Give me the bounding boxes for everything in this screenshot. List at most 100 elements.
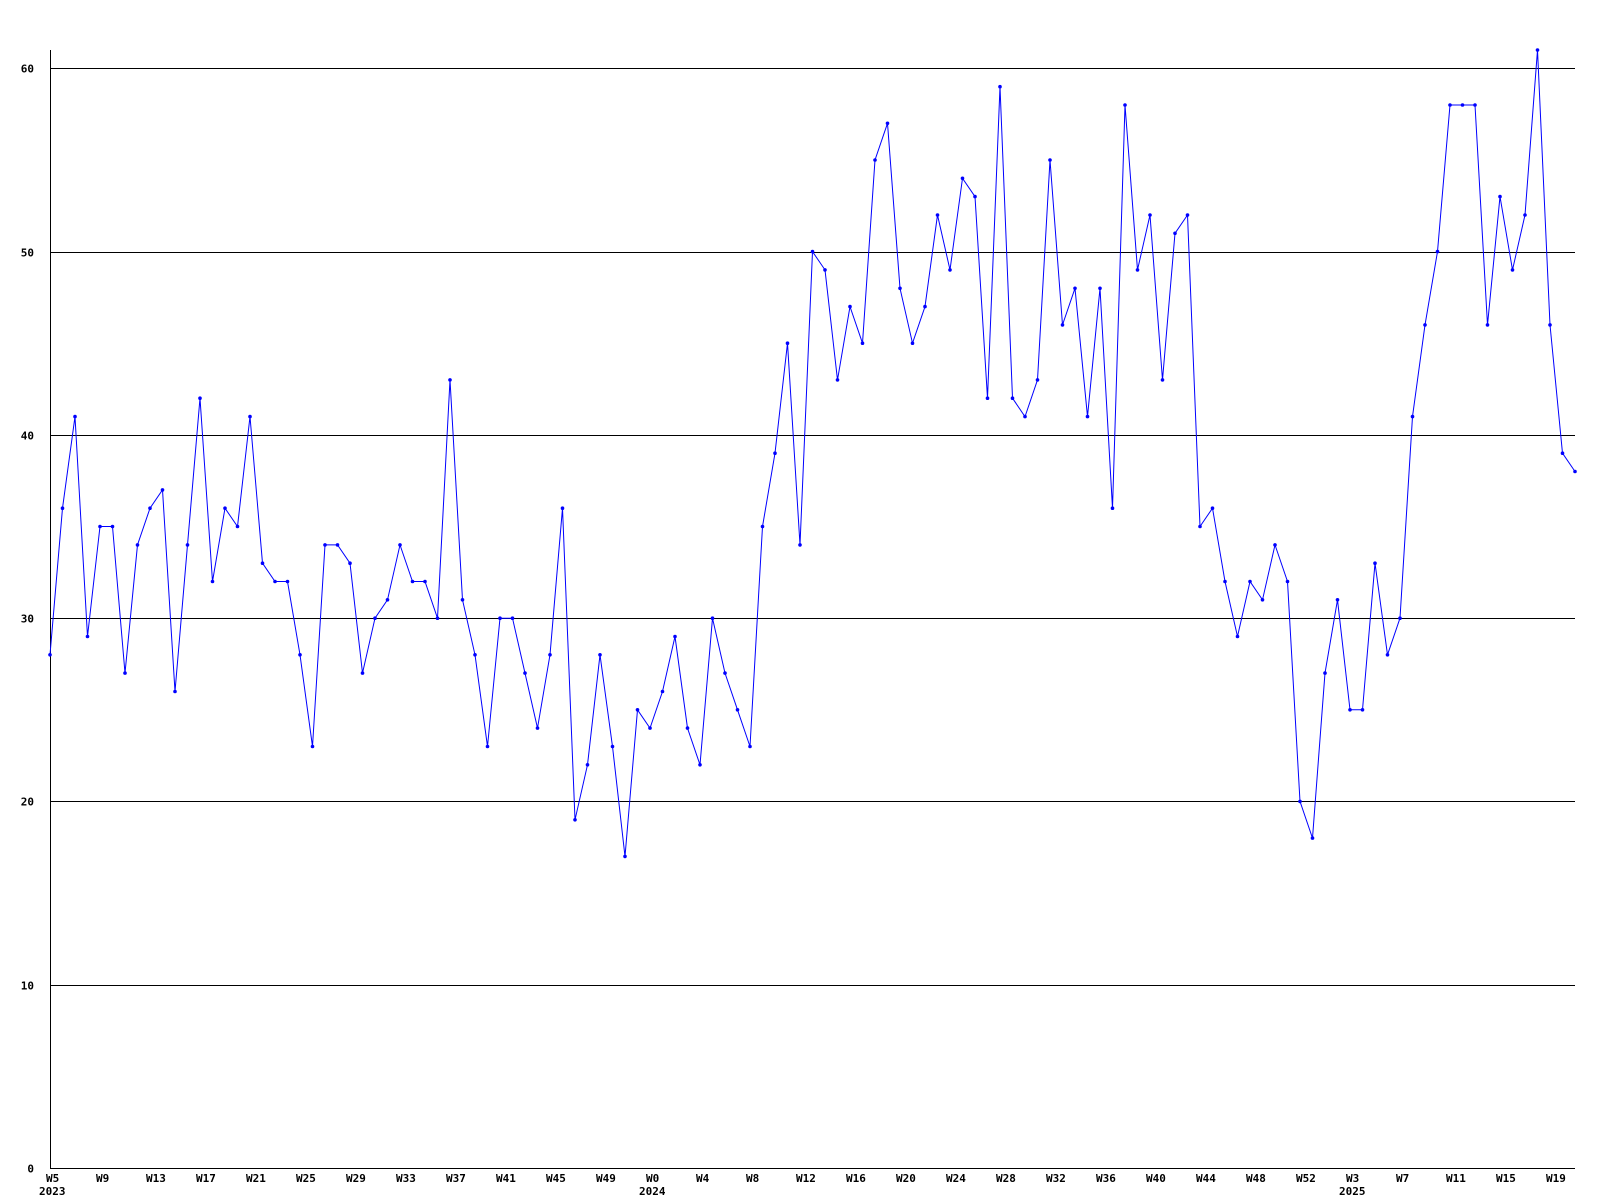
x-tick-label-W3: W3	[1346, 1172, 1359, 1185]
data-point	[535, 726, 540, 730]
data-point	[435, 616, 440, 620]
data-point	[623, 854, 627, 859]
x-tick-label-W48: W48	[1246, 1172, 1266, 1185]
x-tick-label-W32: W32	[1046, 1172, 1066, 1185]
data-point	[560, 506, 565, 511]
data-point	[948, 268, 952, 272]
data-point	[1523, 213, 1527, 217]
data-point	[573, 818, 577, 822]
data-point	[998, 84, 1002, 89]
data-point	[285, 579, 290, 584]
x-tick-label-W17: W17	[196, 1172, 216, 1185]
y-tick-label-20: 20	[21, 796, 34, 809]
x-tick-label-W11: W11	[1446, 1172, 1466, 1185]
data-point	[1060, 323, 1065, 327]
data-point	[173, 689, 177, 694]
series-line	[49, 49, 1576, 857]
data-point	[1210, 506, 1215, 511]
x-year-label-2024: 2024	[639, 1185, 666, 1198]
x-tick-label-W29: W29	[346, 1172, 366, 1185]
data-point	[1235, 634, 1240, 639]
data-point	[1098, 286, 1102, 291]
data-point	[1510, 268, 1515, 272]
data-point	[635, 708, 640, 712]
data-point	[1573, 469, 1577, 474]
y-tick-label-50: 50	[21, 247, 34, 260]
data-point	[785, 341, 790, 346]
data-point	[723, 671, 727, 675]
data-point	[735, 708, 740, 712]
data-point	[460, 598, 465, 602]
data-point	[348, 561, 352, 565]
data-point	[148, 506, 152, 511]
data-point	[298, 653, 302, 657]
data-point	[1385, 653, 1390, 657]
data-point	[798, 543, 802, 547]
data-point	[1073, 286, 1077, 291]
data-point	[885, 121, 890, 126]
x-tick-label-W44: W44	[1196, 1172, 1216, 1185]
data-point	[1548, 323, 1552, 327]
data-point	[1148, 213, 1152, 217]
data-point	[1310, 836, 1315, 840]
x-tick-label-W49: W49	[596, 1172, 616, 1185]
data-point	[1010, 396, 1015, 401]
data-point	[185, 543, 190, 547]
data-point	[1348, 708, 1352, 712]
data-point	[510, 616, 515, 620]
data-point	[1110, 506, 1115, 511]
data-point	[360, 671, 365, 675]
data-point	[848, 304, 852, 309]
y-tick-label-60: 60	[21, 63, 34, 76]
data-point	[1435, 249, 1440, 254]
data-point	[310, 744, 315, 749]
data-point	[685, 726, 690, 730]
data-point	[698, 763, 702, 767]
data-point	[910, 341, 915, 346]
data-point	[610, 744, 615, 749]
data-point	[385, 598, 390, 602]
data-point	[1535, 48, 1540, 52]
data-point	[835, 378, 840, 382]
data-point	[260, 561, 265, 565]
x-tick-label-W41: W41	[496, 1172, 516, 1185]
data-point	[135, 543, 140, 547]
x-tick-label-W4: W4	[696, 1172, 710, 1185]
data-point	[123, 671, 127, 675]
data-point	[710, 616, 715, 620]
data-point	[1185, 213, 1190, 217]
data-point	[923, 304, 927, 309]
x-tick-label-W8: W8	[746, 1172, 759, 1185]
x-tick-label-W28: W28	[996, 1172, 1016, 1185]
data-point	[1173, 231, 1177, 236]
data-point	[1460, 103, 1465, 107]
data-point	[48, 653, 52, 657]
data-point	[1423, 323, 1427, 327]
data-point	[1448, 103, 1452, 107]
data-point	[1410, 414, 1415, 419]
data-point	[1335, 598, 1340, 602]
x-year-label-2025: 2025	[1339, 1185, 1366, 1198]
x-tick-label-W13: W13	[146, 1172, 166, 1185]
data-point	[810, 249, 815, 254]
data-point	[1485, 323, 1490, 327]
x-tick-label-W5: W5	[46, 1172, 59, 1185]
x-tick-label-W7: W7	[1396, 1172, 1409, 1185]
x-year-label-2023: 2023	[39, 1185, 66, 1198]
data-point	[1248, 579, 1252, 584]
data-point	[223, 506, 227, 511]
y-tick-label-40: 40	[21, 430, 34, 443]
x-tick-label-W0: W0	[646, 1172, 659, 1185]
x-tick-label-W52: W52	[1296, 1172, 1316, 1185]
x-tick-label-W33: W33	[396, 1172, 416, 1185]
x-tick-label-W16: W16	[846, 1172, 866, 1185]
data-point	[748, 744, 752, 749]
x-tick-label-W40: W40	[1146, 1172, 1166, 1185]
data-point	[410, 579, 415, 584]
data-point	[860, 341, 865, 346]
x-tick-label-W45: W45	[546, 1172, 566, 1185]
x-tick-label-W25: W25	[296, 1172, 316, 1185]
data-point	[210, 579, 215, 584]
data-point	[1323, 671, 1327, 675]
